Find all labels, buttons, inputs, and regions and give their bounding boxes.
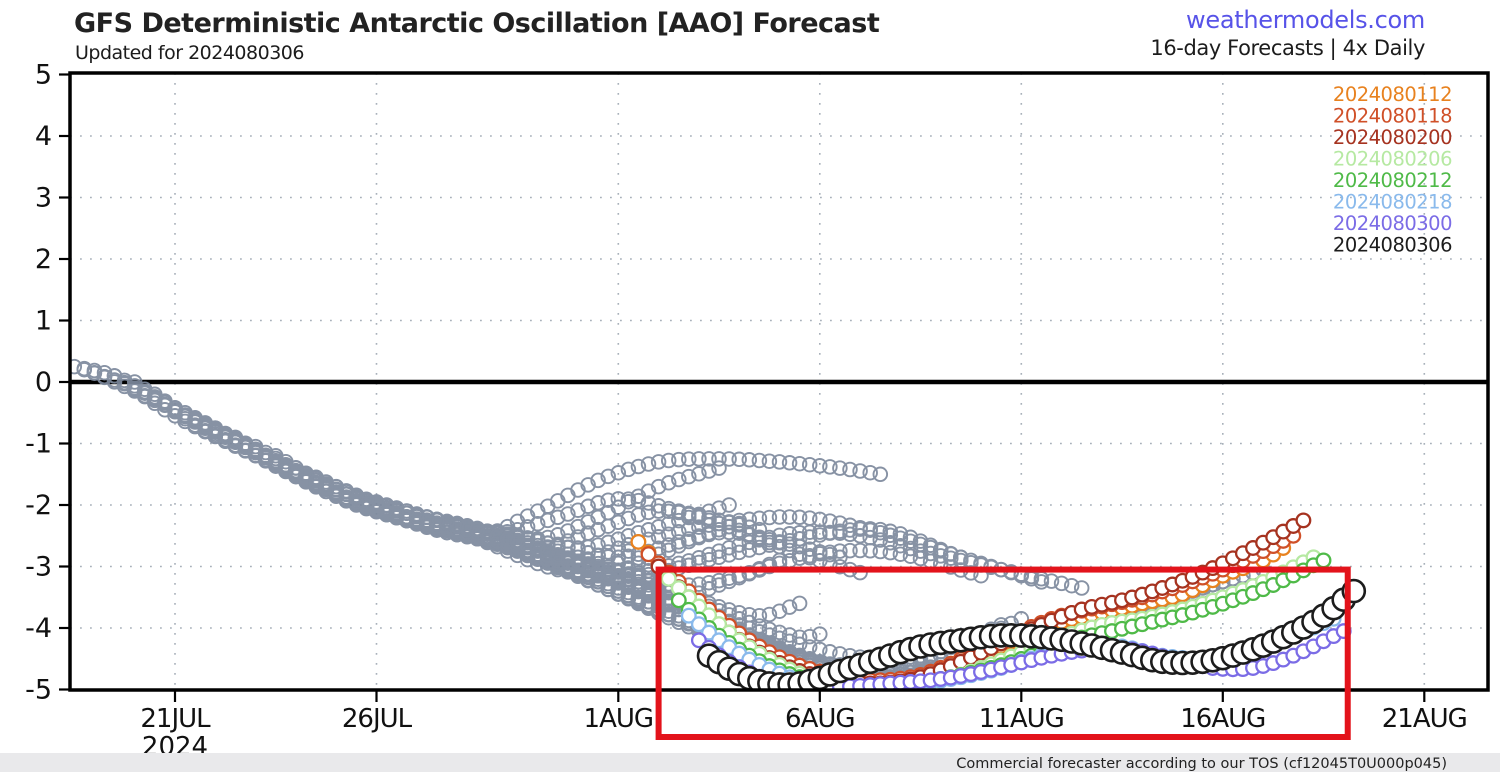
y-tick-label: -3 [25,552,52,583]
legend: 2024080112202408011820240802002024080206… [1333,83,1453,257]
legend-entry-2024080212: 2024080212 [1333,169,1452,192]
x-tick-label: 21AUG [1382,704,1467,734]
forecast-trace-2024080306 [696,578,1367,690]
x-axis: 21JUL 26JUL 1AUG 6AUG 11AUG 16AUG 21AUG 2024 [140,690,1468,755]
legend-entry-2024080118: 2024080118 [1333,105,1452,128]
legend-entry-2024080112: 2024080112 [1333,83,1452,106]
y-tick-label: 2 [35,244,52,275]
forecast-tagline: 16-day Forecasts | 4x Daily [1150,36,1425,60]
footer-strip: Commercial forecaster according to our T… [0,753,1500,772]
y-tick-label: 3 [35,183,52,214]
legend-entry-2024080200: 2024080200 [1333,126,1452,149]
x-tick-label: 1AUG [584,704,654,734]
x-tick-label: 6AUG [785,704,855,734]
tos-text: Commercial forecaster according to our T… [956,756,1447,772]
legend-entry-2024080300: 2024080300 [1333,212,1452,235]
x-axis-year-label: 2024 [142,732,208,755]
y-tick-label: -2 [25,490,52,521]
chart-canvas: -5 -4 -3 -2 -1 0 1 2 3 4 5 21JUL 26JUL 1AUG 6AUG 11AUG 1… [25,60,1490,755]
y-tick-label: 0 [35,367,52,398]
x-tick-label: 16AUG [1180,704,1265,734]
chart-subtitle: Updated for 2024080306 [75,42,304,64]
y-tick-label: -4 [25,613,52,644]
y-tick-label: 4 [35,121,52,152]
y-tick-label: -1 [25,429,52,460]
highlight-box [655,566,1351,741]
chart-title: GFS Deterministic Antarctic Oscillation … [74,8,880,39]
legend-entry-2024080218: 2024080218 [1333,191,1452,214]
y-axis: -5 -4 -3 -2 -1 0 1 2 3 4 5 [25,60,70,706]
legend-entry-2024080206: 2024080206 [1333,148,1452,171]
x-tick-label: 11AUG [979,704,1064,734]
legend-entry-2024080306: 2024080306 [1333,234,1452,257]
y-tick-label: 5 [35,60,52,91]
y-tick-label: -5 [25,675,52,706]
site-link[interactable]: weathermodels.com [1186,6,1425,34]
x-tick-label: 21JUL [140,704,211,734]
x-tick-label: 26JUL [342,704,413,734]
y-tick-label: 1 [35,306,52,337]
